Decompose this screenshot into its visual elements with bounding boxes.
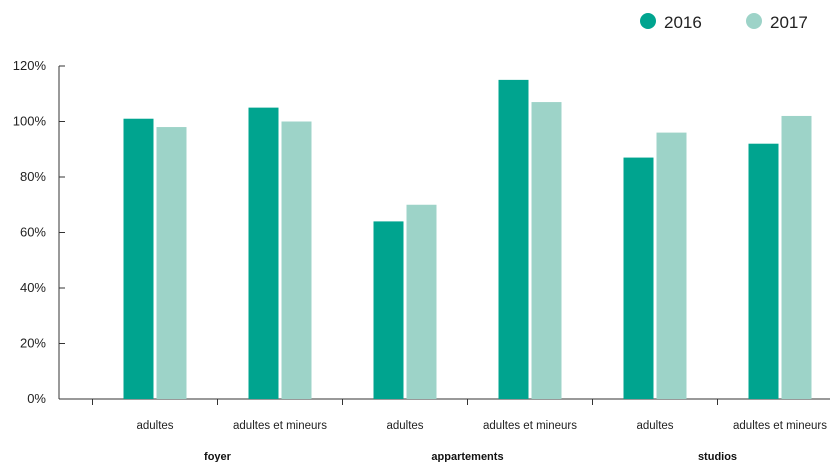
x-tick-label: adultes bbox=[386, 420, 423, 432]
x-tick-label: adultes bbox=[136, 420, 173, 432]
x-axis: adultes adultes et mineurs adultes adultes … bbox=[59, 398, 830, 462]
y-tick-label: 60% bbox=[20, 225, 46, 240]
bar-2017-1 bbox=[156, 127, 187, 400]
y-tick-label: 120% bbox=[13, 58, 47, 73]
bar-2017-2 bbox=[281, 121, 312, 399]
bar-2016-6 bbox=[748, 143, 779, 399]
y-tick-label: 40% bbox=[20, 280, 46, 295]
y-tick-label: 0% bbox=[27, 391, 46, 406]
x-tick-label: adultes et mineurs bbox=[733, 420, 827, 432]
x-tick-label: adultes et mineurs bbox=[233, 420, 327, 432]
bar-2016-2 bbox=[248, 107, 279, 399]
legend-marker-2017 bbox=[746, 13, 762, 29]
y-tick-label: 100% bbox=[13, 114, 47, 129]
bar-2016-3 bbox=[373, 221, 404, 399]
bar-2017-4 bbox=[531, 102, 562, 399]
legend-label-2017: 2017 bbox=[770, 13, 808, 32]
legend-label-2016: 2016 bbox=[664, 13, 702, 32]
bar-2016-5 bbox=[623, 157, 654, 399]
group-label: studios bbox=[698, 451, 737, 462]
y-tick-label: 20% bbox=[20, 336, 46, 351]
x-tick-label: adultes bbox=[636, 420, 673, 432]
y-axis: 0% 20% 40% 60% 80% 100% 120% bbox=[13, 58, 65, 406]
legend-marker-2016 bbox=[640, 13, 656, 29]
y-tick-label: 80% bbox=[20, 169, 46, 184]
group-label: foyer bbox=[204, 451, 232, 462]
group-label: appartements bbox=[431, 451, 503, 462]
bar-2016-4 bbox=[498, 79, 529, 399]
bar-2017-5 bbox=[656, 132, 687, 399]
bar-2017-3 bbox=[406, 204, 437, 399]
bars bbox=[123, 79, 812, 400]
legend: 2016 2017 bbox=[640, 13, 808, 32]
x-tick-label: adultes et mineurs bbox=[483, 420, 577, 432]
bar-2017-6 bbox=[781, 115, 812, 399]
bar-2016-1 bbox=[123, 118, 154, 399]
